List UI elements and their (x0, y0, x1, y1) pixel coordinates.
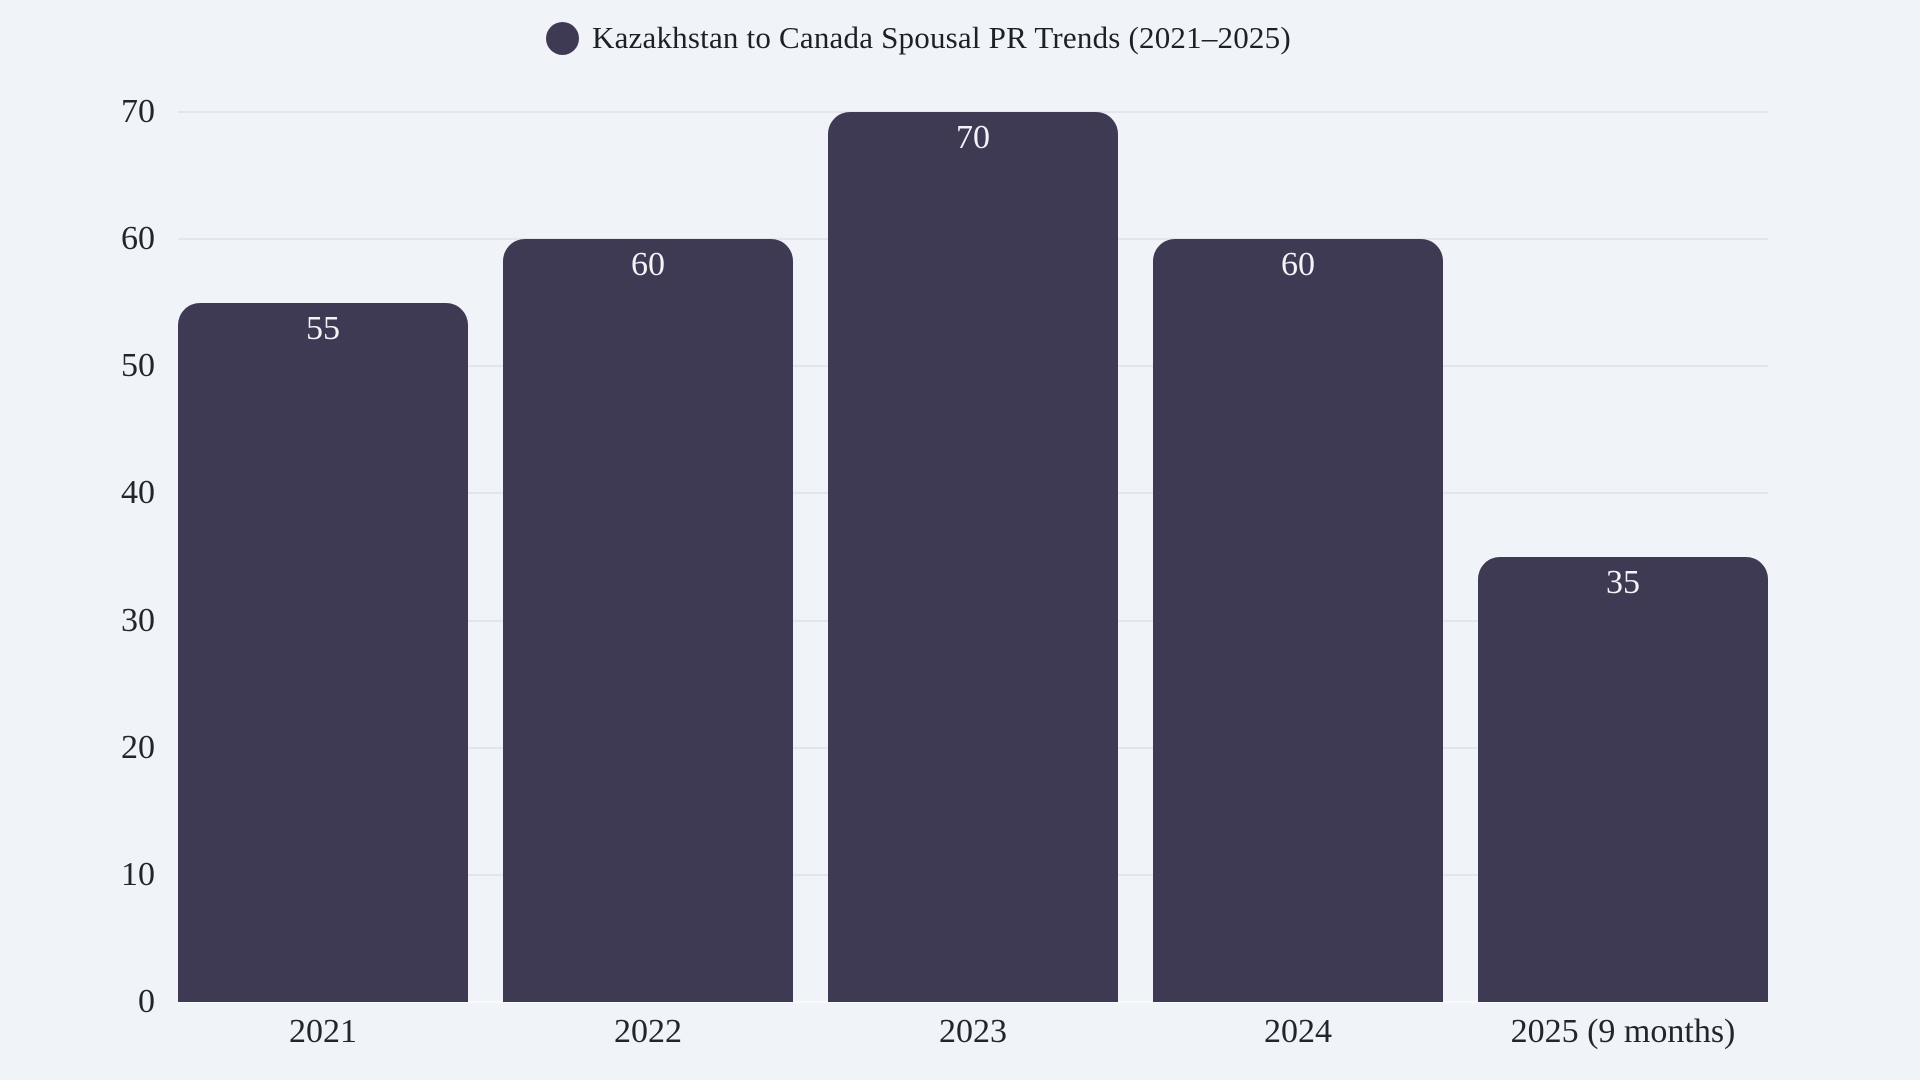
y-axis-tick-label: 40 (121, 474, 155, 512)
bar: 35 (1478, 557, 1768, 1002)
y-axis-tick-label: 70 (121, 93, 155, 130)
x-axis-tick-label: 2025 (9 months) (1510, 1013, 1736, 1050)
y-axis-tick-label: 20 (121, 728, 155, 766)
bar: 70 (828, 112, 1118, 1002)
x-axis-tick-label: 2023 (939, 1013, 1007, 1050)
chart-title: Kazakhstan to Canada Spousal PR Trends (… (592, 20, 1291, 55)
y-axis-tick-label: 30 (121, 601, 155, 639)
bar-value-label: 60 (631, 246, 665, 284)
gridline (178, 1001, 1768, 1003)
x-axis-tick-label: 2021 (289, 1013, 357, 1050)
x-axis-tick-label: 2024 (1264, 1013, 1332, 1050)
chart-legend: Kazakhstan to Canada Spousal PR Trends (… (546, 0, 1291, 76)
bar-value-label: 70 (956, 119, 990, 156)
bar-value-label: 60 (1281, 246, 1315, 284)
bar-value-label: 35 (1606, 564, 1640, 601)
bar: 60 (503, 239, 793, 1002)
y-axis-tick-label: 0 (138, 983, 155, 1020)
y-axis-tick-label: 60 (121, 220, 155, 258)
bar: 60 (1153, 239, 1443, 1002)
bar: 55 (178, 302, 468, 1002)
y-axis-tick-label: 50 (121, 347, 155, 385)
legend-marker-icon (546, 21, 579, 55)
y-axis-tick-label: 10 (121, 855, 155, 893)
x-axis-tick-label: 2022 (614, 1013, 682, 1050)
bar-value-label: 55 (306, 309, 340, 347)
